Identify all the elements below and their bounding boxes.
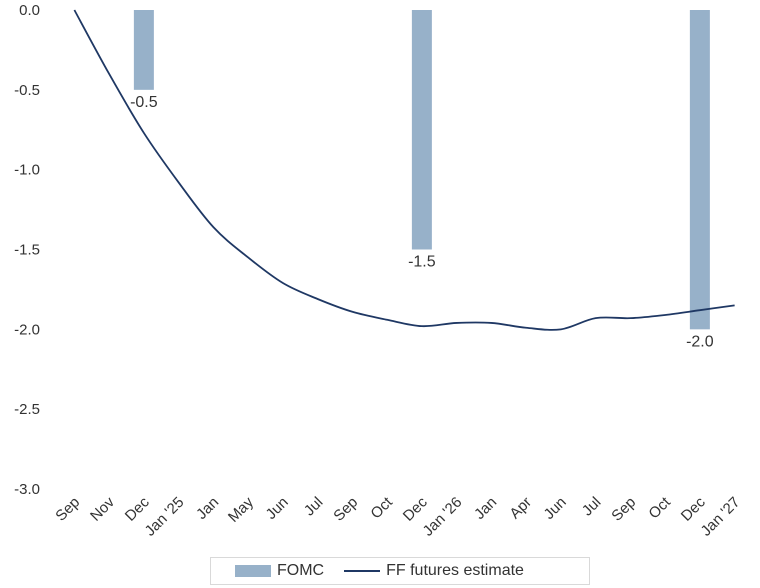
x-tick-label: May <box>225 493 257 525</box>
fomc-data-label: -0.5 <box>130 94 158 111</box>
y-tick-label: -1.0 <box>14 162 40 179</box>
x-tick-label: Apr <box>506 494 535 523</box>
x-tick-label: Jun <box>541 494 570 523</box>
fomc-data-labels: -0.5 -1.5 -2.0 <box>130 94 714 351</box>
y-tick-label: -2.0 <box>14 321 40 338</box>
y-tick-label: -0.5 <box>14 82 40 99</box>
fomc-bar <box>133 10 154 90</box>
x-tick-label: Jan <box>471 494 500 523</box>
x-tick-label: Jul <box>301 494 327 520</box>
fomc-legend-label: FOMC <box>277 562 325 579</box>
x-tick-label: Jan '26 <box>420 494 466 540</box>
y-tick-label: -3.0 <box>14 481 40 498</box>
legend-item-ff: FF futures estimate <box>324 562 524 580</box>
x-tick-label: Jan '27 <box>698 494 744 540</box>
y-tick-label: -2.5 <box>14 401 40 418</box>
fomc-bar <box>689 10 710 330</box>
x-tick-label: Jan '25 <box>142 494 188 540</box>
chart-canvas: 0.0-0.5-1.0-1.5-2.0-2.5-3.0 Sep Nov DecJan… <box>14 2 743 540</box>
y-tick-label: -1.5 <box>14 242 40 259</box>
fomc-bar <box>411 10 432 250</box>
x-tick-label: Oct <box>367 493 396 522</box>
ff-legend-label: FF futures estimate <box>386 562 524 579</box>
x-tick-label: Jun <box>263 494 292 523</box>
x-tick-label: Nov <box>87 493 118 524</box>
ff-legend-swatch <box>344 570 381 572</box>
fomc-data-label: -2.0 <box>686 333 714 350</box>
ff-futures-line <box>73 9 735 331</box>
fomc-legend-swatch <box>235 565 271 577</box>
y-tick-label: 0.0 <box>19 2 40 19</box>
x-tick-label: Jan <box>193 494 222 523</box>
fomc-data-label: -1.5 <box>408 254 436 271</box>
legend-item-fomc: FOMC <box>211 562 324 580</box>
x-tick-label: Jul <box>579 494 605 520</box>
x-tick-label: Sep <box>52 494 83 525</box>
x-tick-label: Sep <box>608 494 639 525</box>
ff-futures-line-layer <box>73 9 735 331</box>
x-tick-label: Oct <box>645 493 674 522</box>
y-axis: 0.0 -0.5 -1.0 -1.5 -2.0 -2.5 -3.0 <box>14 2 40 498</box>
fomc-bars <box>133 10 710 330</box>
x-tick-label: Sep <box>330 494 361 525</box>
legend: FOMC FF futures estimate <box>210 557 590 585</box>
